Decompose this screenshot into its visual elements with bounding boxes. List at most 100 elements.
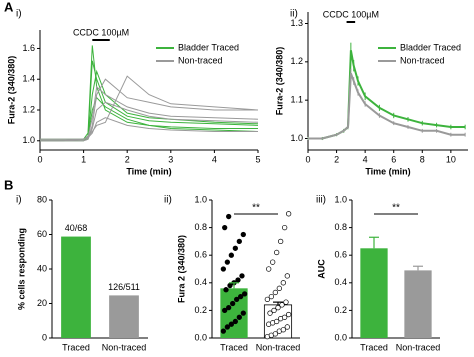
x-axis-label: Time (min) [126, 166, 171, 176]
data-point [285, 311, 292, 318]
data-point [283, 299, 289, 305]
stimulus-label: CCDC 100µM [73, 27, 129, 37]
x-tick-label: 10 [446, 154, 456, 164]
data-point [280, 280, 286, 286]
subpanel-label: i) [16, 195, 22, 206]
x-tick-label: 2 [334, 154, 339, 164]
category-label: Traced [220, 342, 248, 352]
data-point [236, 238, 242, 245]
data-point [239, 273, 245, 279]
data-point [228, 252, 234, 258]
data-point [274, 318, 280, 325]
x-tick-label: 4 [212, 154, 217, 164]
y-tick-label: 0.0 [334, 332, 347, 342]
data-point [226, 304, 232, 311]
mean-line [308, 72, 466, 140]
y-tick-label: 0.4 [194, 277, 207, 287]
x-tick-label: 2 [125, 154, 130, 164]
y-axis-label: % cells responding [16, 228, 26, 310]
data-point [267, 310, 273, 316]
y-tick-label: 0 [42, 332, 47, 342]
y-tick-label: 0.2 [194, 305, 207, 315]
data-point [282, 224, 288, 231]
category-label: Non-traced [256, 342, 301, 352]
bar-label: 126/511 [108, 282, 140, 292]
data-point [232, 318, 238, 325]
data-point [222, 224, 228, 231]
y-tick-label: 1.4 [22, 74, 35, 84]
data-point [285, 211, 292, 217]
data-point [272, 331, 278, 337]
data-point [226, 213, 232, 220]
x-tick-label: 6 [391, 154, 396, 164]
data-point [224, 324, 231, 330]
subpanel-label: iii) [316, 195, 326, 206]
x-tick-label: 0 [305, 154, 310, 164]
x-tick-label: 1 [81, 154, 86, 164]
trace [40, 60, 259, 140]
x-tick-label: 4 [363, 154, 368, 164]
y-tick-label: 20 [37, 298, 47, 308]
data-point [228, 321, 234, 327]
bar [360, 248, 388, 338]
data-point [275, 304, 281, 311]
data-point [264, 296, 271, 303]
data-point [223, 287, 229, 293]
y-tick-label: 1.0 [22, 135, 35, 145]
y-tick-label: 40 [37, 263, 47, 273]
y-tick-label: 1.3 [290, 18, 303, 28]
stimulus-label: CCDC 100µM [323, 9, 379, 19]
y-tick-label: 80 [37, 194, 47, 204]
significance-label: ** [392, 203, 400, 214]
data-point [235, 277, 241, 283]
data-point [266, 266, 272, 272]
data-point [222, 307, 228, 314]
y-axis-label: Fura-2 (340/380) [274, 47, 284, 116]
panel-label: A [4, 0, 14, 14]
legend-label: Bladder Traced [178, 42, 239, 52]
data-point [234, 296, 240, 303]
y-tick-label: 1.0 [290, 133, 303, 143]
data-point [284, 324, 290, 330]
data-point [270, 259, 276, 265]
subpanel-label: i) [16, 9, 22, 20]
data-point [280, 327, 286, 333]
data-point [220, 266, 227, 272]
data-point [230, 300, 236, 307]
category-label: Traced [62, 342, 90, 352]
data-point [271, 307, 277, 314]
y-tick-label: 0.0 [194, 332, 207, 342]
bar [61, 236, 91, 338]
data-point [241, 291, 248, 297]
legend-label: Non-traced [178, 55, 223, 65]
trace [40, 75, 259, 140]
legend-label: Bladder Traced [400, 42, 461, 52]
y-tick-label: 1.2 [22, 104, 35, 114]
y-tick-label: 60 [37, 229, 47, 239]
data-point [232, 245, 238, 251]
trace [40, 101, 259, 142]
y-tick-label: 0.2 [334, 305, 347, 315]
bar [109, 295, 139, 338]
data-point [268, 293, 275, 300]
y-tick-label: 0.6 [194, 250, 207, 260]
data-point [276, 285, 282, 291]
x-axis-label: Time (min) [365, 166, 410, 176]
y-tick-label: 1.2 [290, 56, 303, 66]
subpanel-label: ii) [290, 9, 298, 20]
y-tick-label: 1.0 [334, 194, 347, 204]
y-tick-label: 1.6 [22, 43, 35, 53]
x-tick-label: 0 [37, 154, 42, 164]
category-label: Non-traced [396, 342, 441, 352]
bar [404, 270, 432, 338]
data-point [278, 238, 284, 245]
data-point [284, 273, 290, 279]
x-tick-label: 3 [168, 154, 173, 164]
legend-label: Non-traced [400, 55, 445, 65]
data-point [240, 231, 246, 238]
data-point [224, 259, 231, 265]
data-point [274, 249, 280, 256]
y-tick-label: 0.8 [334, 222, 347, 232]
y-tick-label: 1.0 [194, 194, 207, 204]
